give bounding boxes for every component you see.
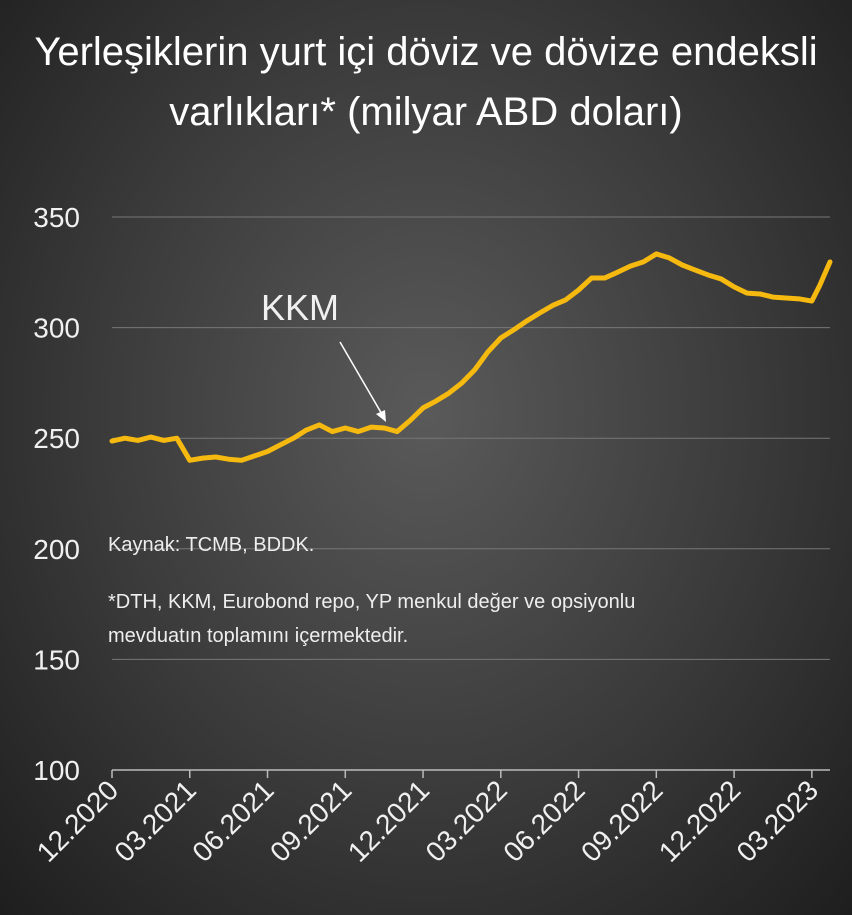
x-tick-label: 12.2021 [342, 774, 435, 867]
y-tick-label: 150 [33, 644, 80, 675]
annotation-arrow [339, 341, 384, 417]
x-tick-label: 03.2023 [731, 774, 824, 867]
source-note: Kaynak: TCMB, BDDK. [108, 534, 315, 556]
y-tick-label: 250 [33, 423, 80, 454]
y-tick-label: 350 [33, 202, 80, 233]
arrow-head [376, 410, 386, 422]
x-tick-label: 06.2022 [497, 774, 590, 867]
x-tick-label: 09.2022 [575, 774, 668, 867]
x-tick-label: 03.2022 [420, 774, 513, 867]
x-tick-label: 12.2020 [31, 774, 124, 867]
y-tick-label: 100 [33, 755, 80, 786]
data-line [109, 251, 833, 463]
x-tick-label: 03.2021 [109, 774, 202, 867]
y-tick-label: 200 [33, 534, 80, 565]
x-tick-label: 09.2021 [264, 774, 357, 867]
y-tick-label: 300 [33, 313, 80, 344]
annotation-label: KKM [261, 287, 339, 328]
x-tick-label: 06.2021 [186, 774, 279, 867]
chart-title: Yerleşiklerin yurt içi döviz ve dövize e… [34, 30, 818, 134]
x-tick-label: 12.2022 [653, 774, 746, 867]
footnote: *DTH, KKM, Eurobond repo, YP menkul değe… [108, 591, 636, 647]
